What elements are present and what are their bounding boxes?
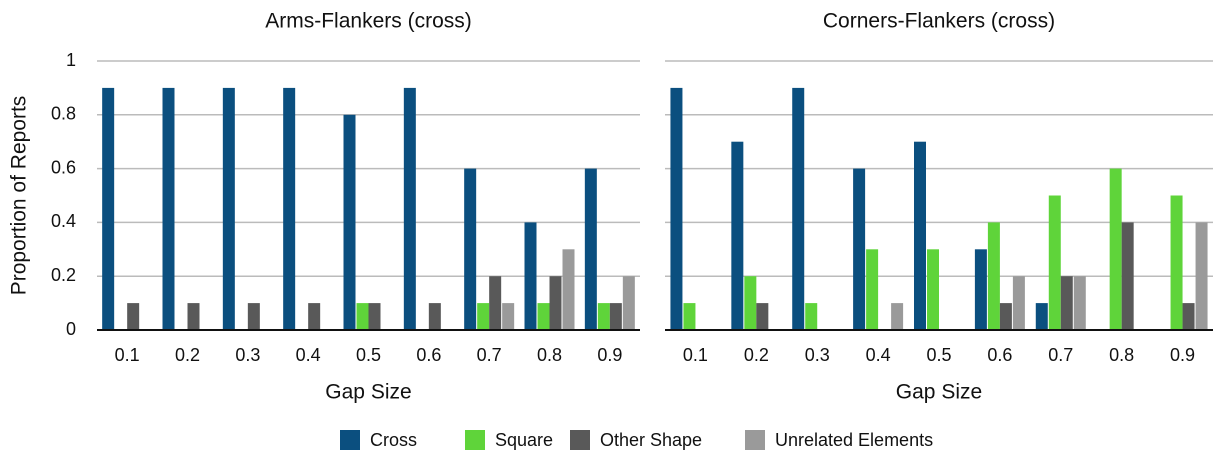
chart-title: Corners-Flankers (cross) [823,10,1055,33]
legend-label: Other Shape [600,430,702,450]
legend-swatch [745,430,765,450]
bar [162,87,175,331]
x-tick-label: 0.7 [1048,345,1073,365]
bar [974,249,987,330]
bar [744,276,757,330]
bar [1060,276,1073,330]
bar [1182,303,1195,330]
y-tick-label: 0.6 [51,157,76,177]
bar [853,168,866,330]
bar [562,249,575,330]
bar [891,303,904,330]
bar [622,276,635,330]
x-tick-label: 0.1 [115,345,140,365]
bar [731,141,744,330]
bar [187,303,200,330]
bar [308,303,321,330]
x-tick-label: 0.7 [477,345,502,365]
x-tick-label: 0.5 [926,345,951,365]
bar [247,303,260,330]
bar [1195,222,1208,330]
x-tick-label: 0.9 [1170,345,1195,365]
bar [502,303,515,330]
y-axis-label: Proportion of Reports [8,96,31,296]
y-tick-label: 0 [66,319,76,339]
bar [127,303,140,330]
x-tick-label: 0.5 [356,345,381,365]
y-tick-label: 0.2 [51,265,76,285]
x-tick-label: 0.8 [1109,345,1134,365]
legend-swatch [465,430,485,450]
bar [356,303,369,330]
bar [549,276,562,330]
bar [805,303,818,330]
bar [609,303,622,330]
bar [1109,168,1122,330]
legend-label: Unrelated Elements [775,430,933,450]
x-axis-label: Gap Size [325,381,411,404]
legend-swatch [340,430,360,450]
bar [222,87,235,331]
bar [343,114,356,330]
y-tick-label: 0.8 [51,104,76,124]
x-tick-label: 0.1 [683,345,708,365]
x-tick-label: 0.8 [537,345,562,365]
x-tick-label: 0.2 [744,345,769,365]
bar [1035,303,1048,330]
x-tick-label: 0.2 [175,345,200,365]
bar [1121,222,1134,330]
bar [999,303,1012,330]
bar [428,303,441,330]
bar [524,222,537,330]
bar [283,87,296,331]
chart-title: Arms-Flankers (cross) [265,10,472,33]
bar [489,276,502,330]
x-axis-label: Gap Size [896,381,982,404]
x-tick-label: 0.4 [296,345,321,365]
bar [584,168,597,330]
bar [1048,195,1061,330]
y-tick-label: 0.4 [51,211,76,231]
bar [403,87,416,331]
x-tick-label: 0.3 [235,345,260,365]
bar [987,222,1000,330]
bar [537,303,550,330]
bar [670,87,683,331]
legend-label: Cross [370,430,417,450]
bar [597,303,610,330]
bar [866,249,879,330]
bar [477,303,490,330]
bar [1170,195,1183,330]
bar [683,303,696,330]
y-tick-label: 1 [66,50,76,70]
x-tick-label: 0.6 [416,345,441,365]
bar [756,303,769,330]
bar [1073,276,1086,330]
legend-swatch [570,430,590,450]
x-tick-label: 0.4 [866,345,891,365]
bar [914,141,926,330]
legend-label: Square [495,430,553,450]
bar [464,168,477,330]
bar [792,87,805,331]
x-tick-label: 0.3 [805,345,830,365]
x-tick-label: 0.6 [987,345,1012,365]
bar [368,303,381,330]
bar [927,249,939,330]
bar [102,87,115,331]
bar [1012,276,1025,330]
x-tick-label: 0.9 [597,345,622,365]
